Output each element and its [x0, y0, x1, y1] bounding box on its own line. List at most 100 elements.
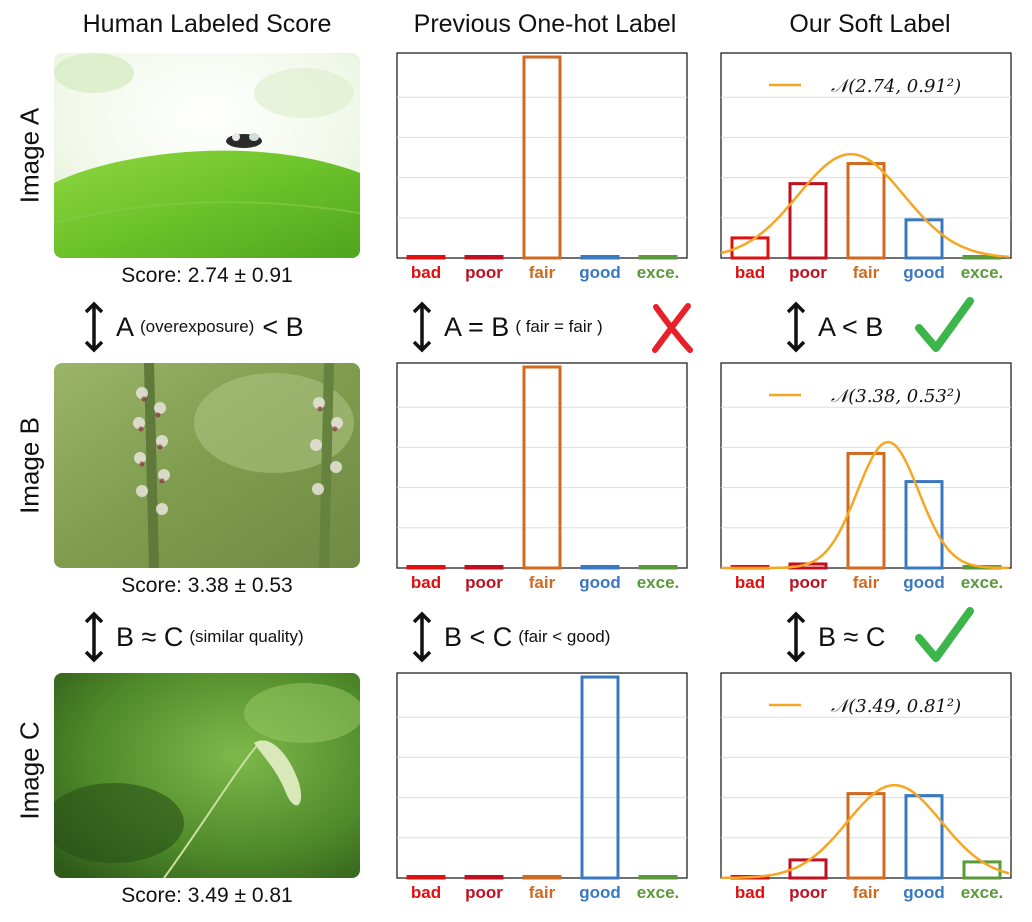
tick-label-bad: bad	[411, 883, 441, 902]
compare-ab-a: A	[116, 311, 135, 342]
double-arrow-icon	[786, 611, 806, 663]
tick-label-exce: exce.	[637, 883, 680, 902]
tick-label-good: good	[579, 263, 621, 282]
tick-label-good: good	[579, 883, 621, 902]
tick-label-bad: bad	[735, 263, 765, 282]
plot-frame	[396, 672, 688, 879]
header-one-hot: Previous One-hot Label	[413, 10, 677, 38]
bar-poor	[464, 565, 504, 570]
bar-fair	[846, 792, 886, 880]
gaussian-curve	[721, 440, 1009, 570]
bar-bad	[730, 236, 770, 260]
double-arrow-icon	[412, 611, 432, 663]
tick-label-bad: bad	[735, 883, 765, 902]
compare-bc-main: B ≈ C	[116, 621, 184, 652]
double-arrow-icon	[412, 301, 432, 353]
row-label-b: Image B	[14, 417, 45, 514]
tick-label-fair: fair	[529, 263, 556, 282]
plot-frame	[396, 362, 688, 569]
onehot-bc-main: B < C	[444, 621, 513, 652]
bar-good	[580, 675, 620, 880]
onehot-bc-note: (fair < good)	[518, 627, 611, 646]
tick-label-bad: bad	[735, 573, 765, 592]
chart-soft-b: 𝒩(3.38, 0.53²) bad poor fair good exce.	[720, 362, 1012, 592]
tick-label-exce: exce.	[961, 573, 1004, 592]
tick-label-exce: exce.	[637, 573, 680, 592]
bar-good	[580, 255, 620, 260]
row-label-a: Image A	[14, 107, 45, 204]
chart-soft-a: 𝒩(2.74, 0.91²) bad poor fair good exce.	[720, 52, 1012, 282]
bar-exce	[638, 255, 678, 260]
bar-fair	[522, 365, 562, 570]
tick-label-poor: poor	[465, 263, 503, 282]
compare-ab-note: (overexposure)	[140, 317, 255, 336]
tick-label-fair: fair	[529, 883, 556, 902]
bar-poor	[464, 875, 504, 880]
bar-exce	[638, 875, 678, 880]
tick-label-poor: poor	[465, 883, 503, 902]
tick-label-exce: exce.	[637, 263, 680, 282]
soft-bc-main: B ≈ C	[818, 621, 886, 652]
tick-label-fair: fair	[853, 883, 880, 902]
tick-label-good: good	[903, 883, 945, 902]
plot-frame	[720, 362, 1012, 569]
legend-label: 𝒩(3.38, 0.53²)	[831, 386, 961, 407]
bar-fair	[522, 875, 562, 880]
row-label-c: Image C	[14, 721, 45, 820]
bar-good	[904, 480, 944, 570]
tick-label-fair: fair	[853, 263, 880, 282]
bar-fair	[522, 55, 562, 260]
soft-compare-bc: B ≈ C	[784, 611, 885, 663]
legend-label: 𝒩(2.74, 0.91²)	[831, 76, 961, 97]
chart-soft-c: 𝒩(3.49, 0.81²) bad poor fair good exce.	[720, 672, 1012, 902]
double-arrow-icon	[84, 301, 104, 353]
score-b: Score: 3.38 ± 0.53	[121, 574, 293, 597]
gaussian-curve	[721, 783, 1010, 880]
check-icon	[915, 297, 974, 352]
compare-bc-note: (similar quality)	[189, 627, 304, 646]
soft-compare-ab: A < B	[784, 301, 883, 353]
onehot-compare-bc: B < C (fair < good)	[410, 611, 610, 663]
tick-label-exce: exce.	[961, 883, 1004, 902]
bar-bad	[406, 255, 446, 260]
chart-onehot-b: bad poor fair good exce.	[396, 362, 688, 592]
compare-ab-b: < B	[262, 311, 304, 342]
tick-label-poor: poor	[789, 883, 827, 902]
double-arrow-icon	[84, 611, 104, 663]
bar-bad	[406, 875, 446, 880]
legend-label: 𝒩(3.49, 0.81²)	[831, 696, 961, 717]
plot-frame	[720, 52, 1012, 259]
tick-label-exce: exce.	[961, 263, 1004, 282]
tick-label-good: good	[903, 263, 945, 282]
tick-label-good: good	[903, 573, 945, 592]
header-human-score: Human Labeled Score	[82, 10, 332, 38]
bar-exce	[638, 565, 678, 570]
score-c: Score: 3.49 ± 0.81	[121, 884, 293, 907]
bar-exce	[962, 255, 1002, 260]
tick-label-fair: fair	[853, 573, 880, 592]
gaussian-curve	[720, 152, 1010, 259]
image-b-photo	[54, 363, 360, 568]
onehot-ab-main: A = B	[444, 311, 510, 342]
tick-label-good: good	[579, 573, 621, 592]
tick-label-poor: poor	[789, 263, 827, 282]
bar-poor	[464, 255, 504, 260]
human-compare-bc: B ≈ C (similar quality)	[82, 611, 304, 663]
plot-frame	[720, 672, 1012, 879]
tick-label-bad: bad	[411, 263, 441, 282]
tick-label-poor: poor	[789, 573, 827, 592]
bar-fair	[846, 162, 886, 260]
image-a-photo	[54, 53, 360, 258]
image-c-photo	[54, 673, 360, 878]
onehot-compare-ab: A = B ( fair = fair )	[410, 301, 603, 353]
bar-fair	[846, 451, 886, 570]
plot-frame	[396, 52, 688, 259]
double-arrow-icon	[786, 301, 806, 353]
tick-label-bad: bad	[411, 573, 441, 592]
soft-ab-main: A < B	[818, 311, 884, 342]
check-icon	[915, 607, 974, 662]
bar-good	[580, 565, 620, 570]
chart-onehot-a: bad poor fair good exce.	[396, 52, 688, 282]
cross-icon	[652, 303, 693, 353]
onehot-ab-note: ( fair = fair )	[515, 317, 603, 336]
